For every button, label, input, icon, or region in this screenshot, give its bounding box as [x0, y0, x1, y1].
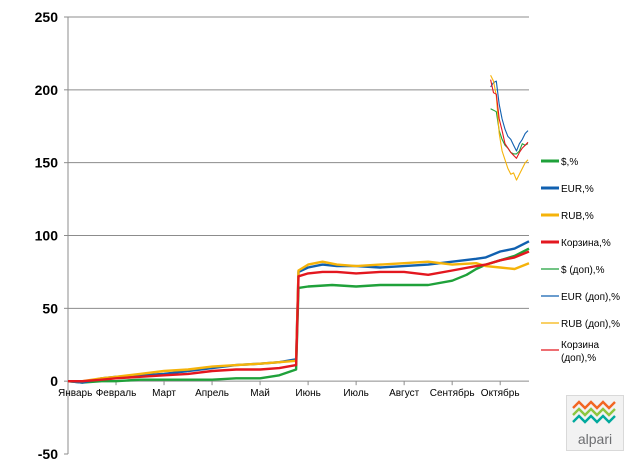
legend-label-5: EUR (доп),%	[561, 292, 620, 303]
x-tick-label: Июнь	[295, 388, 320, 399]
x-tick-label: Май	[250, 388, 270, 399]
y-tick-label: 50	[42, 300, 58, 316]
legend-label-4: $ (доп),%	[561, 265, 605, 276]
legend-label-0: $,%	[561, 157, 578, 168]
x-tick-label: Сентябрь	[430, 387, 475, 399]
y-tick-label: 100	[35, 228, 59, 244]
alpari-wave-icon	[572, 400, 616, 424]
legend-label-3: Корзина,%	[561, 238, 611, 249]
x-tick-label: Март	[152, 388, 176, 399]
x-axis: Январь Февраль Март Апрель Май Июнь Июль Август…	[58, 380, 529, 399]
legend-label-6: RUB (доп),%	[561, 319, 620, 330]
x-tick-label: Февраль	[96, 388, 137, 399]
series-line-5	[490, 80, 529, 152]
alpari-logo-text: alpari	[577, 431, 613, 447]
series-line-2	[68, 260, 530, 383]
legend-label-2: RUB,%	[561, 211, 594, 222]
y-tick-label: 200	[35, 82, 59, 98]
x-tick-label: Январь	[58, 388, 92, 399]
series-line-7	[490, 79, 529, 159]
legend-label-1: EUR,%	[561, 184, 594, 195]
series-line-1	[67, 240, 530, 384]
series-lines	[67, 75, 530, 384]
legend-label-7: Корзина (доп),%	[561, 340, 600, 364]
y-tick-label: -50	[38, 446, 58, 462]
y-tick-label: 150	[35, 155, 59, 171]
x-tick-label: Июль	[343, 388, 369, 399]
alpari-logo: alpari	[566, 395, 624, 451]
series-line-4	[490, 108, 529, 155]
x-tick-label: Октябрь	[481, 387, 520, 399]
legend: $,% EUR,% RUB,% Корзина,% $ (доп),% EUR (доп)…	[541, 157, 620, 364]
series-line-3	[68, 250, 530, 383]
y-tick-label: 250	[35, 9, 59, 25]
x-tick-label: Апрель	[195, 388, 229, 399]
series-line-0	[67, 247, 530, 384]
x-tick-label: Август	[389, 388, 420, 399]
series-line-6	[490, 75, 529, 181]
y-tick-label: 0	[50, 373, 58, 389]
